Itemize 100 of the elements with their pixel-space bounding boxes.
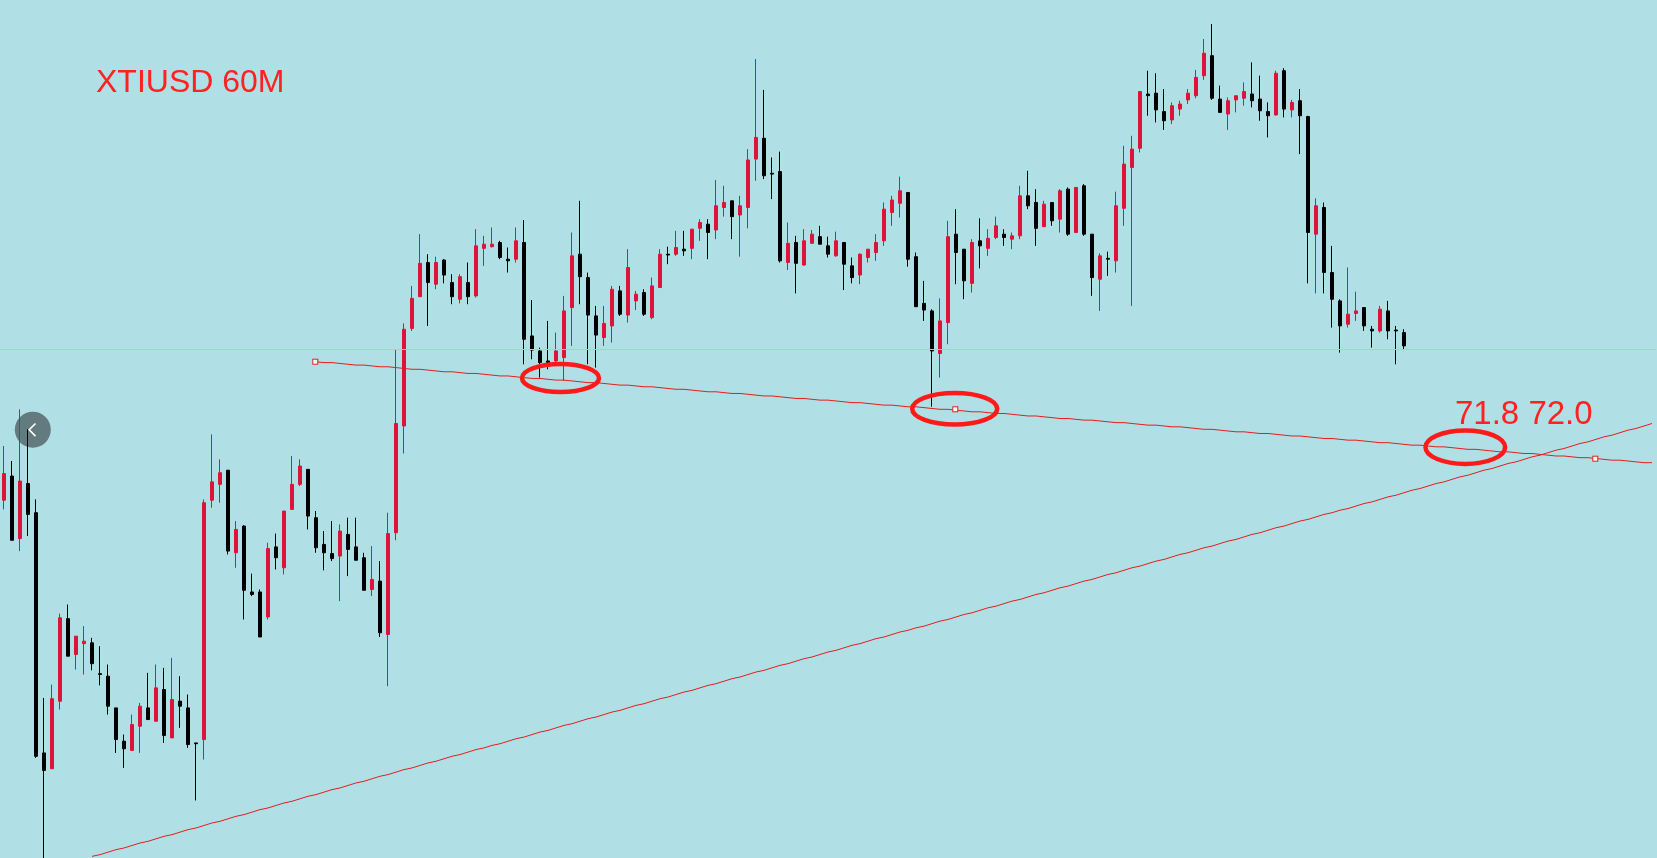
candlestick xyxy=(74,635,78,671)
candlestick xyxy=(1258,75,1262,122)
candlestick xyxy=(178,675,182,729)
candlestick xyxy=(1378,305,1382,334)
candlestick xyxy=(1402,328,1406,351)
candlestick xyxy=(978,217,982,269)
candlestick xyxy=(90,637,94,671)
candlestick xyxy=(730,200,734,240)
candlestick xyxy=(242,524,246,620)
candlestick xyxy=(186,694,190,749)
candlestick xyxy=(1338,298,1342,354)
candlestick xyxy=(1146,70,1150,117)
candlestick xyxy=(1138,91,1142,153)
candlestick xyxy=(954,208,958,285)
candlestick xyxy=(1130,135,1134,307)
candlestick xyxy=(914,252,918,308)
candlestick xyxy=(786,221,790,271)
candlestick xyxy=(802,228,806,267)
candlestick xyxy=(250,573,254,597)
candlestick xyxy=(234,520,238,569)
candlestick xyxy=(938,297,942,379)
candlestick xyxy=(1394,325,1398,365)
candlestick xyxy=(682,230,686,257)
candlestick xyxy=(538,347,542,379)
candlestick xyxy=(810,229,814,244)
candlestick xyxy=(338,523,342,602)
candlestick xyxy=(162,667,166,744)
candlestick xyxy=(362,552,366,591)
candlestick xyxy=(1234,95,1238,113)
candlestick xyxy=(82,625,86,676)
candlestick xyxy=(18,408,22,552)
candlestick xyxy=(402,322,406,455)
candlestick xyxy=(10,460,14,541)
candlestick xyxy=(634,290,638,311)
candlestick xyxy=(1058,188,1062,233)
candlestick xyxy=(546,320,550,370)
candlestick xyxy=(42,697,46,858)
candlestick xyxy=(1282,67,1286,118)
candlestick xyxy=(850,257,854,284)
candlestick xyxy=(218,458,222,504)
candlestick xyxy=(890,195,894,227)
candlestick xyxy=(1122,145,1126,227)
candlestick xyxy=(354,517,358,561)
candlestick xyxy=(962,248,966,300)
candlestick xyxy=(450,273,454,305)
candlestick xyxy=(306,468,310,530)
candlestick xyxy=(610,285,614,344)
candlestick xyxy=(274,533,278,570)
candlestick xyxy=(722,185,726,218)
candlestick xyxy=(210,433,214,509)
candlestick xyxy=(986,228,990,257)
candlestick xyxy=(1066,186,1070,237)
candlestick xyxy=(1354,291,1358,322)
candlestick xyxy=(970,238,974,294)
annotation: 71.8 72.0 xyxy=(1455,394,1593,431)
candlestick xyxy=(1026,170,1030,210)
candlestick xyxy=(514,227,518,264)
candlestick xyxy=(1018,185,1022,240)
candlestick xyxy=(370,545,374,597)
candlestick xyxy=(882,201,886,247)
candlestick xyxy=(906,191,910,268)
candlestick xyxy=(1370,325,1374,349)
candlestick xyxy=(1362,307,1366,332)
candlestick xyxy=(898,176,902,218)
candlestick xyxy=(378,560,382,638)
candlestick xyxy=(738,195,742,258)
candlestick xyxy=(1306,115,1310,284)
candlestick xyxy=(1010,232,1014,250)
candlestick xyxy=(1034,188,1038,247)
candlestick xyxy=(994,216,998,240)
candlestick xyxy=(1226,96,1230,131)
candlestick xyxy=(506,247,510,274)
candlestick xyxy=(34,498,38,759)
candlestick xyxy=(1186,88,1190,105)
candlestick xyxy=(194,742,198,801)
candlestick xyxy=(170,657,174,739)
candlestick xyxy=(834,231,838,258)
candlestick xyxy=(426,253,430,327)
candlestick xyxy=(674,230,678,257)
candlestick xyxy=(858,252,862,285)
candlestick xyxy=(226,469,230,555)
candlestick xyxy=(1330,245,1334,329)
candlestick xyxy=(1274,70,1278,117)
candlestick xyxy=(1202,38,1206,81)
candlestick xyxy=(658,248,662,289)
candlestick xyxy=(1178,100,1182,117)
candlestick xyxy=(322,530,326,571)
candlestick xyxy=(130,714,134,751)
candlestick xyxy=(1154,72,1158,123)
candlestick xyxy=(586,272,590,365)
candlestick xyxy=(1074,186,1078,233)
candlestick xyxy=(202,498,206,761)
candlestick xyxy=(626,248,630,324)
candlestick xyxy=(50,684,54,770)
candlestick xyxy=(290,455,294,510)
candlestick xyxy=(490,227,494,249)
candlestick xyxy=(1162,88,1166,131)
candlestick xyxy=(650,277,654,320)
candlestick xyxy=(1050,201,1054,227)
candlestick xyxy=(1042,200,1046,228)
